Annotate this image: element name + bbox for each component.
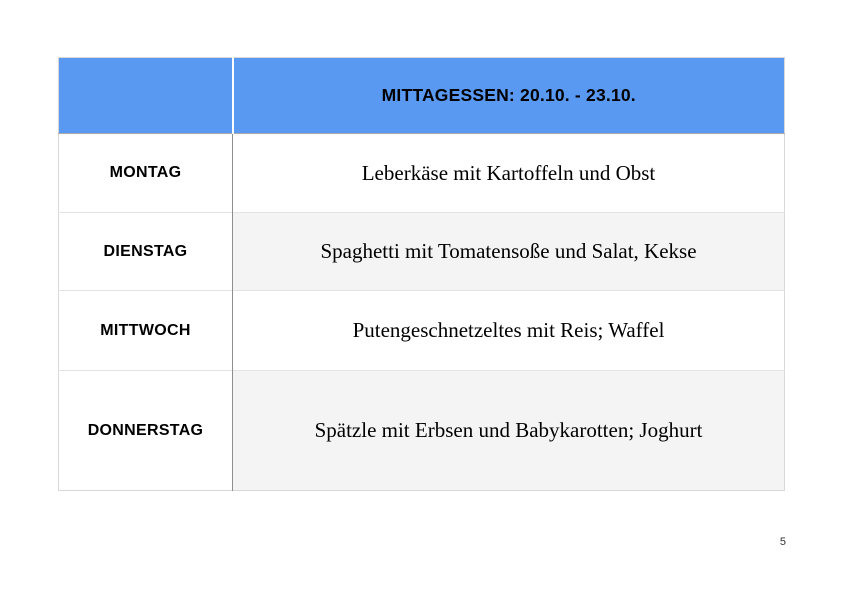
menu-title: MITTAGESSEN: 20.10. - 23.10. xyxy=(232,57,785,134)
table-row-montag: MONTAG Leberkäse mit Kartoffeln und Obst xyxy=(58,133,785,213)
lunch-menu-table: MITTAGESSEN: 20.10. - 23.10. MONTAG Lebe… xyxy=(58,57,785,491)
meal-text-donnerstag: Spätzle mit Erbsen und Babykarotten; Jog… xyxy=(232,370,785,491)
table-row-dienstag: DIENSTAG Spaghetti mit Tomatensoße und S… xyxy=(58,212,785,291)
day-label-dienstag: DIENSTAG xyxy=(58,212,233,291)
day-label-mittwoch: MITTWOCH xyxy=(58,290,233,371)
table-header-row: MITTAGESSEN: 20.10. - 23.10. xyxy=(58,57,785,134)
table-row-mittwoch: MITTWOCH Putengeschnetzeltes mit Reis; W… xyxy=(58,290,785,371)
meal-text-mittwoch: Putengeschnetzeltes mit Reis; Waffel xyxy=(232,290,785,371)
meal-text-montag: Leberkäse mit Kartoffeln und Obst xyxy=(232,133,785,213)
page-number: 5 xyxy=(779,536,786,548)
day-label-donnerstag: DONNERSTAG xyxy=(58,370,233,491)
table-row-donnerstag: DONNERSTAG Spätzle mit Erbsen und Babyka… xyxy=(58,370,785,491)
meal-text-dienstag: Spaghetti mit Tomatensoße und Salat, Kek… xyxy=(232,212,785,291)
header-corner-cell xyxy=(58,57,234,134)
day-label-montag: MONTAG xyxy=(58,133,233,213)
